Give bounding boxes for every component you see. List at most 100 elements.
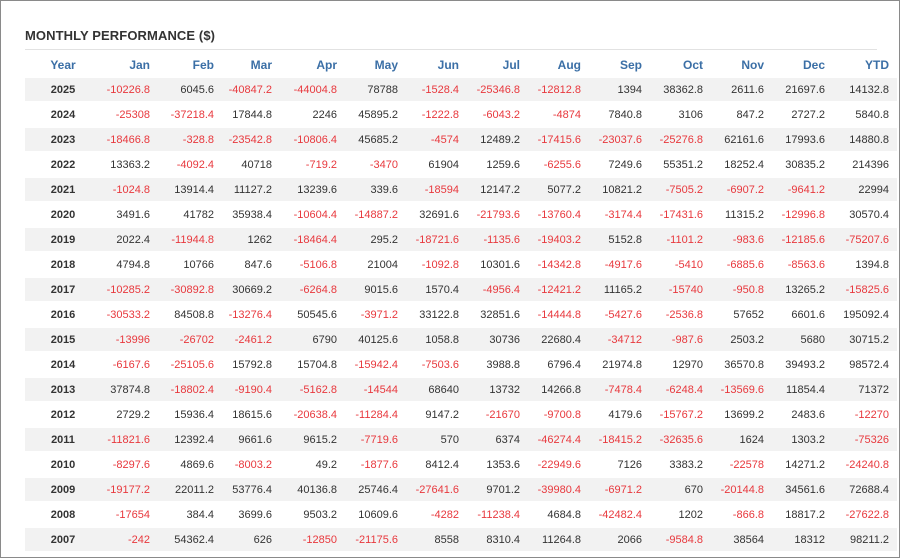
- month-cell: 2246: [280, 101, 345, 127]
- year-cell: 2008: [25, 501, 101, 527]
- month-cell: 13914.4: [158, 176, 222, 202]
- month-cell: -1528.4: [406, 76, 467, 102]
- month-cell: -4092.4: [158, 151, 222, 177]
- month-cell: 10609.6: [345, 501, 406, 527]
- month-cell: 1570.4: [406, 276, 467, 302]
- month-cell: -9584.8: [650, 526, 711, 551]
- year-cell: 2018: [25, 251, 101, 277]
- month-cell: -25105.6: [158, 351, 222, 377]
- month-cell: 3699.6: [222, 501, 280, 527]
- month-cell: 22680.4: [528, 326, 589, 352]
- table-row: 2015 -13996 -26702 -2461.2 6790 40125.6 1058.8…: [25, 326, 897, 352]
- month-cell: -30533.2: [101, 301, 158, 327]
- month-cell: 6601.6: [772, 301, 833, 327]
- column-header-may: May: [345, 54, 406, 78]
- year-cell: 2019: [25, 226, 101, 252]
- month-cell: -9641.2: [772, 176, 833, 202]
- month-cell: -983.6: [711, 226, 772, 252]
- ytd-cell: -75326: [833, 426, 897, 452]
- month-cell: 68640: [406, 376, 467, 402]
- month-cell: -10285.2: [101, 276, 158, 302]
- year-cell: 2011: [25, 426, 101, 452]
- table-row: 2012 2729.2 15936.4 18615.6 -20638.4 -11284.4…: [25, 401, 897, 427]
- month-cell: -719.2: [280, 151, 345, 177]
- month-cell: 15792.8: [222, 351, 280, 377]
- month-cell: -23542.8: [222, 126, 280, 152]
- month-cell: 12147.2: [467, 176, 528, 202]
- month-cell: -19177.2: [101, 476, 158, 502]
- month-cell: -27641.6: [406, 476, 467, 502]
- month-cell: 55351.2: [650, 151, 711, 177]
- ytd-cell: 14132.8: [833, 76, 897, 102]
- month-cell: -9700.8: [528, 401, 589, 427]
- month-cell: 3988.8: [467, 351, 528, 377]
- month-cell: -17415.6: [528, 126, 589, 152]
- month-cell: -26702: [158, 326, 222, 352]
- month-cell: 5680: [772, 326, 833, 352]
- month-cell: 1394: [589, 76, 650, 102]
- month-cell: -1877.6: [345, 451, 406, 477]
- ytd-cell: 30715.2: [833, 326, 897, 352]
- month-cell: 2729.2: [101, 401, 158, 427]
- month-cell: 78788: [345, 76, 406, 102]
- month-cell: 50545.6: [280, 301, 345, 327]
- month-cell: -13996: [101, 326, 158, 352]
- month-cell: -21793.6: [467, 201, 528, 227]
- month-cell: -12996.8: [772, 201, 833, 227]
- month-cell: -17654: [101, 501, 158, 527]
- month-cell: 30669.2: [222, 276, 280, 302]
- ytd-cell: 98211.2: [833, 526, 897, 551]
- month-cell: -11238.4: [467, 501, 528, 527]
- table-row: 2024 -25308 -37218.4 17844.8 2246 45895.2 -122…: [25, 101, 897, 127]
- month-cell: 13732: [467, 376, 528, 402]
- month-cell: -242: [101, 526, 158, 551]
- month-cell: 2483.6: [772, 401, 833, 427]
- month-cell: 3491.6: [101, 201, 158, 227]
- month-cell: -6043.2: [467, 101, 528, 127]
- column-header-year: Year: [25, 54, 101, 78]
- column-header-nov: Nov: [711, 54, 772, 78]
- month-cell: 10821.2: [589, 176, 650, 202]
- ytd-cell: 195092.4: [833, 301, 897, 327]
- month-cell: 30736: [467, 326, 528, 352]
- year-cell: 2025: [25, 76, 101, 102]
- month-cell: 7126: [589, 451, 650, 477]
- month-cell: -18415.2: [589, 426, 650, 452]
- month-cell: -12421.2: [528, 276, 589, 302]
- ytd-cell: 30570.4: [833, 201, 897, 227]
- month-cell: 847.6: [222, 251, 280, 277]
- month-cell: -7478.4: [589, 376, 650, 402]
- month-cell: -22949.6: [528, 451, 589, 477]
- year-cell: 2009: [25, 476, 101, 502]
- ytd-cell: 71372: [833, 376, 897, 402]
- month-cell: 10301.6: [467, 251, 528, 277]
- month-cell: 36570.8: [711, 351, 772, 377]
- month-cell: 15704.8: [280, 351, 345, 377]
- month-cell: 18817.2: [772, 501, 833, 527]
- month-cell: 626: [222, 526, 280, 551]
- month-cell: -10806.4: [280, 126, 345, 152]
- month-cell: -2536.8: [650, 301, 711, 327]
- table-body: 2025 -10226.8 6045.6 -40847.2 -44004.8 78788-…: [25, 76, 897, 551]
- month-cell: -13760.4: [528, 201, 589, 227]
- month-cell: 9615.2: [280, 426, 345, 452]
- month-cell: 54362.4: [158, 526, 222, 551]
- month-cell: 384.4: [158, 501, 222, 527]
- month-cell: -6907.2: [711, 176, 772, 202]
- month-cell: 5077.2: [528, 176, 589, 202]
- year-cell: 2012: [25, 401, 101, 427]
- month-cell: -19403.2: [528, 226, 589, 252]
- month-cell: -11944.8: [158, 226, 222, 252]
- year-cell: 2013: [25, 376, 101, 402]
- month-cell: -18466.8: [101, 126, 158, 152]
- month-cell: 2066: [589, 526, 650, 551]
- month-cell: 84508.8: [158, 301, 222, 327]
- table-row: 2022 13363.2 -4092.4 40718 -719.2 -3470 61904 1…: [25, 151, 897, 177]
- table-row: 2007 -242 54362.4 626 -12850 -21175.6 8558 8310…: [25, 526, 897, 551]
- month-cell: 9661.6: [222, 426, 280, 452]
- month-cell: -21175.6: [345, 526, 406, 551]
- year-cell: 2007: [25, 526, 101, 551]
- month-cell: -866.8: [711, 501, 772, 527]
- month-cell: -46274.4: [528, 426, 589, 452]
